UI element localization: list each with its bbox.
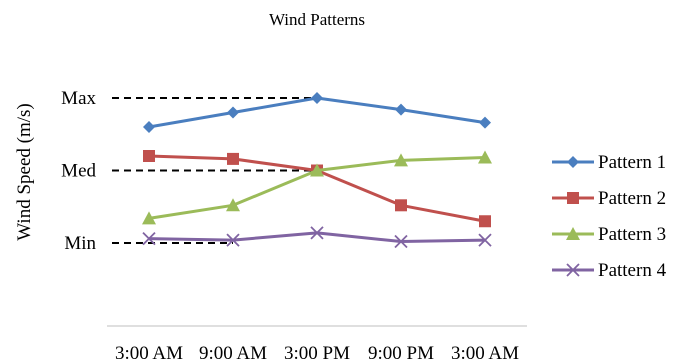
legend-marker [567, 156, 579, 168]
x-tick-label: 3:00 PM [284, 343, 350, 363]
x-tick-label: 3:00 AM [451, 343, 519, 363]
data-point-pattern-4-3 [394, 234, 408, 249]
data-point-pattern-1-1 [227, 106, 239, 119]
data-point-pattern-2-1 [227, 152, 239, 165]
x-tick-label: 3:00 AM [115, 343, 183, 363]
data-point-pattern-2-4 [479, 215, 491, 228]
x-tick-label: 9:00 PM [368, 343, 434, 363]
data-point-pattern-3-3 [394, 153, 408, 167]
series-pattern-3 [142, 150, 492, 225]
data-point-pattern-1-2 [311, 92, 323, 104]
data-point-pattern-1-3 [395, 103, 407, 116]
data-point-pattern-4-2 [310, 226, 324, 240]
data-point-pattern-2-0 [143, 150, 155, 162]
data-point-pattern-3-4 [478, 150, 492, 164]
data-point-pattern-4-4 [478, 233, 492, 247]
series-line-pattern-4 [148, 231, 486, 244]
legend-item-pattern-4: Pattern 4 [552, 260, 667, 281]
y-tick-label-min: Min [64, 233, 96, 254]
legend-label: Pattern 4 [598, 260, 667, 281]
series-pattern-2 [143, 150, 491, 228]
legend-marker [566, 263, 580, 277]
legend-label: Pattern 2 [598, 188, 666, 209]
data-point-pattern-3-1 [226, 198, 240, 212]
legend-marker [566, 227, 580, 240]
data-point-pattern-4-1 [226, 233, 240, 247]
series-pattern-4 [142, 226, 492, 249]
reference-lines [112, 97, 317, 244]
y-tick-label-med: Med [61, 161, 96, 182]
legend-item-pattern-3: Pattern 3 [552, 224, 666, 245]
legend-item-pattern-1: Pattern 1 [552, 152, 666, 173]
data-point-pattern-1-0 [143, 121, 155, 133]
y-tick-label-max: Max [61, 88, 96, 109]
legend-marker [567, 192, 579, 204]
series-lines [142, 92, 492, 249]
legend-label: Pattern 3 [598, 224, 666, 245]
x-tick-label: 9:00 AM [199, 343, 267, 363]
data-point-pattern-3-2 [310, 163, 324, 177]
data-point-pattern-1-4 [479, 116, 491, 129]
data-point-pattern-3-0 [142, 211, 156, 225]
data-point-pattern-2-3 [395, 199, 407, 212]
legend-item-pattern-2: Pattern 2 [552, 188, 666, 209]
legend-label: Pattern 1 [598, 152, 666, 173]
y-axis-label: Wind Speed (m/s) [14, 103, 35, 241]
y-tick-labels: Max Med Min [61, 88, 96, 254]
series-pattern-1 [143, 92, 491, 133]
chart-title: Wind Patterns [269, 10, 365, 29]
legend: Pattern 1 Pattern 2 Pattern 3 Pattern 4 [552, 152, 667, 281]
x-tick-labels: 3:00 AM 9:00 AM 3:00 PM 9:00 PM 3:00 AM [115, 343, 519, 363]
data-point-pattern-4-0 [142, 232, 156, 246]
